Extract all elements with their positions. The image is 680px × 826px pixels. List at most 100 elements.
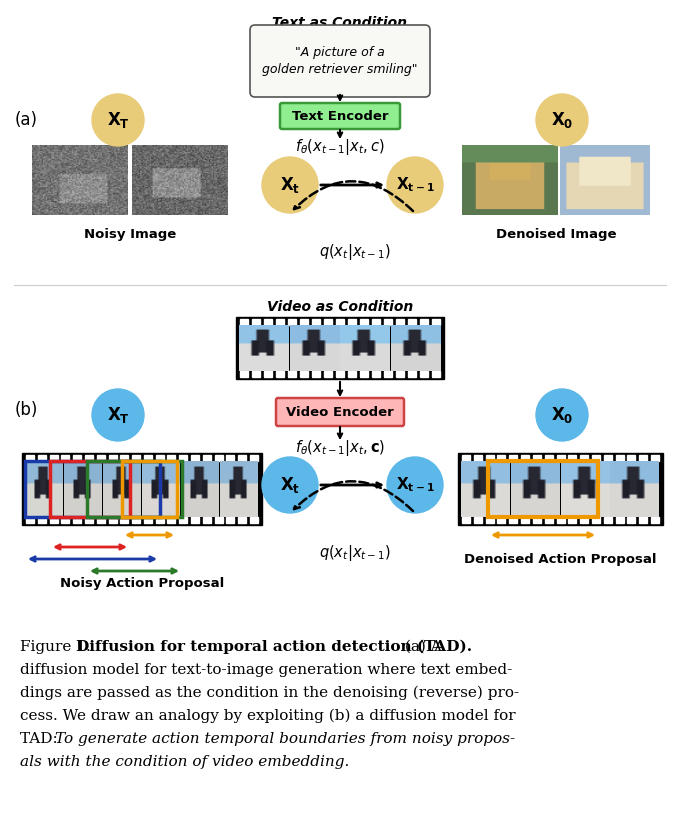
Bar [203, 455, 211, 461]
Text: Noisy Action Proposal: Noisy Action Proposal [60, 577, 224, 590]
Bar [191, 455, 199, 461]
Bar [167, 517, 175, 523]
Bar [26, 517, 34, 523]
Bar [38, 517, 46, 523]
Bar [276, 319, 284, 325]
Bar [324, 371, 332, 377]
Text: $\mathbf{X_t}$: $\mathbf{X_t}$ [280, 175, 300, 195]
Bar [628, 455, 635, 461]
Bar [568, 455, 577, 461]
Bar [109, 455, 116, 461]
Bar [556, 517, 564, 523]
Text: Denoised Image: Denoised Image [496, 228, 616, 241]
Bar [61, 517, 69, 523]
Bar [432, 319, 440, 325]
Bar [236, 317, 444, 379]
FancyBboxPatch shape [280, 103, 400, 129]
Text: $\mathbf{X_{t-1}}$: $\mathbf{X_{t-1}}$ [396, 476, 435, 494]
Bar [156, 455, 164, 461]
Bar [300, 319, 308, 325]
Bar [203, 517, 211, 523]
Bar [215, 455, 222, 461]
Bar [615, 517, 624, 523]
Bar [252, 319, 260, 325]
Bar [336, 371, 344, 377]
Bar [132, 517, 140, 523]
Bar [462, 517, 470, 523]
Bar [615, 455, 624, 461]
Bar [396, 371, 404, 377]
Bar [533, 455, 541, 461]
FancyBboxPatch shape [250, 25, 430, 97]
Bar [300, 371, 308, 377]
FancyBboxPatch shape [276, 398, 404, 426]
Bar [396, 319, 404, 325]
Bar [264, 319, 272, 325]
Bar [384, 371, 392, 377]
Text: $q(x_t|x_{t-1})$: $q(x_t|x_{t-1})$ [319, 543, 391, 563]
Bar [545, 517, 553, 523]
Text: dings are passed as the condition in the denoising (reverse) pro-: dings are passed as the condition in the… [20, 686, 519, 700]
Bar [312, 319, 320, 325]
Bar [73, 517, 81, 523]
Bar [276, 371, 284, 377]
Bar [568, 517, 577, 523]
Bar [474, 517, 482, 523]
Text: (a): (a) [15, 111, 38, 129]
Text: als with the condition of video embedding.: als with the condition of video embeddin… [20, 755, 350, 769]
Bar [384, 319, 392, 325]
Bar [180, 455, 187, 461]
Bar [462, 455, 470, 461]
Bar [144, 455, 152, 461]
Text: Text as Condition: Text as Condition [273, 16, 407, 30]
Bar [288, 371, 296, 377]
Text: Noisy Image: Noisy Image [84, 228, 176, 241]
Bar [226, 455, 235, 461]
Bar [226, 517, 235, 523]
Bar [458, 453, 663, 525]
Bar [639, 517, 647, 523]
Bar [109, 517, 116, 523]
Bar [97, 455, 105, 461]
Bar [132, 455, 140, 461]
Circle shape [262, 157, 318, 213]
Bar [250, 517, 258, 523]
Text: $f_\theta(x_{t-1}|x_t, c)$: $f_\theta(x_{t-1}|x_t, c)$ [295, 137, 385, 157]
Bar [191, 517, 199, 523]
Bar [120, 517, 129, 523]
Text: Text Encoder: Text Encoder [292, 110, 388, 122]
Bar [580, 517, 588, 523]
Circle shape [262, 457, 318, 513]
Bar [264, 371, 272, 377]
Bar [38, 455, 46, 461]
Bar [533, 517, 541, 523]
Text: $\mathbf{X_t}$: $\mathbf{X_t}$ [280, 475, 300, 495]
Bar [488, 461, 598, 517]
Circle shape [536, 94, 588, 146]
Bar [22, 453, 262, 525]
Bar [408, 319, 416, 325]
Bar [651, 455, 659, 461]
Bar [509, 517, 517, 523]
Bar [556, 455, 564, 461]
Bar [509, 455, 517, 461]
Bar [50, 517, 58, 523]
Bar [122, 461, 177, 517]
Bar [97, 517, 105, 523]
Bar [167, 455, 175, 461]
Text: Video Encoder: Video Encoder [286, 406, 394, 419]
Text: $\mathbf{X_0}$: $\mathbf{X_0}$ [551, 110, 573, 130]
Bar [420, 371, 428, 377]
Bar [238, 455, 246, 461]
Bar [240, 319, 248, 325]
Circle shape [92, 389, 144, 441]
Bar [498, 517, 505, 523]
Bar [87, 461, 182, 517]
Bar [360, 371, 368, 377]
Bar [312, 371, 320, 377]
Bar [324, 319, 332, 325]
Bar [651, 517, 659, 523]
Bar [156, 517, 164, 523]
Bar [432, 371, 440, 377]
Text: (b): (b) [15, 401, 38, 419]
